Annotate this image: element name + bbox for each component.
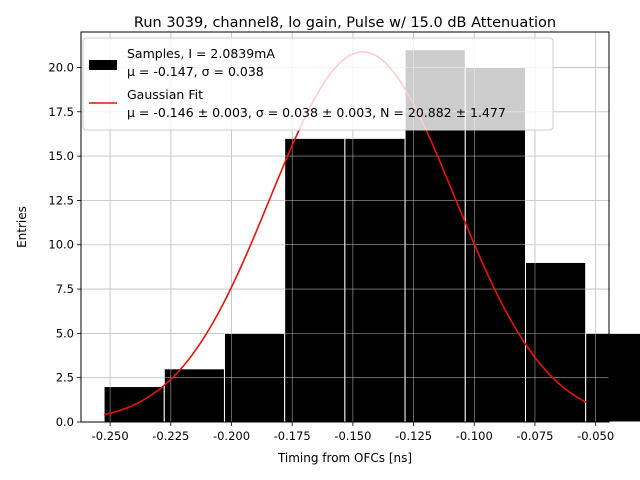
x-tick-label-8: -0.050 bbox=[577, 429, 614, 443]
x-tick-label-5: -0.125 bbox=[395, 429, 432, 443]
y-tick-label-5: 12.5 bbox=[48, 193, 74, 207]
legend-box bbox=[82, 37, 554, 131]
x-axis-ticks: -0.250 -0.225 -0.200 -0.175 -0.150 -0.125 -0.1… bbox=[92, 422, 614, 443]
x-tick-label-0: -0.250 bbox=[92, 429, 129, 443]
y-tick-label-2: 5.0 bbox=[56, 326, 74, 340]
y-axis-label: Entries bbox=[15, 206, 29, 248]
plot-frame bbox=[80, 31, 610, 423]
y-tick-label-7: 17.5 bbox=[48, 105, 74, 119]
y-tick-label-3: 7.5 bbox=[56, 282, 74, 296]
y-tick-label-8: 20.0 bbox=[48, 60, 74, 74]
legend: Samples, I = 2.0839mA μ = -0.147, σ = 0.… bbox=[82, 37, 554, 131]
y-tick-label-4: 10.0 bbox=[48, 238, 74, 252]
y-tick-label-6: 15.0 bbox=[48, 149, 74, 163]
chart-title: Run 3039, channel8, lo gain, Pulse w/ 15… bbox=[134, 15, 556, 31]
legend-samples-line1: Samples, I = 2.0839mA bbox=[127, 46, 275, 61]
histogram-bar-3 bbox=[284, 137, 346, 423]
legend-samples-line2: μ = -0.147, σ = 0.038 bbox=[127, 64, 264, 79]
y-tick-label-1: 2.5 bbox=[56, 371, 74, 385]
x-tick-label-6: -0.100 bbox=[456, 429, 493, 443]
x-tick-label-7: -0.075 bbox=[516, 429, 553, 443]
legend-fit-line1: Gaussian Fit bbox=[127, 87, 203, 102]
x-tick-label-2: -0.200 bbox=[213, 429, 250, 443]
y-tick-label-0: 0.0 bbox=[56, 415, 74, 429]
legend-patch-samples bbox=[89, 60, 117, 70]
histogram-bar-4 bbox=[344, 137, 406, 423]
y-axis-ticks: 0.0 2.5 5.0 7.5 10.0 12.5 15.0 17.5 20.0 bbox=[48, 60, 81, 429]
x-tick-label-4: -0.150 bbox=[334, 429, 371, 443]
histogram-bar-7 bbox=[524, 261, 587, 423]
x-tick-label-3: -0.175 bbox=[274, 429, 311, 443]
x-axis-label: Timing from OFCs [ns] bbox=[277, 451, 412, 465]
legend-fit-line2: μ = -0.146 ± 0.003, σ = 0.038 ± 0.003, N… bbox=[127, 105, 506, 120]
x-tick-label-1: -0.225 bbox=[152, 429, 189, 443]
